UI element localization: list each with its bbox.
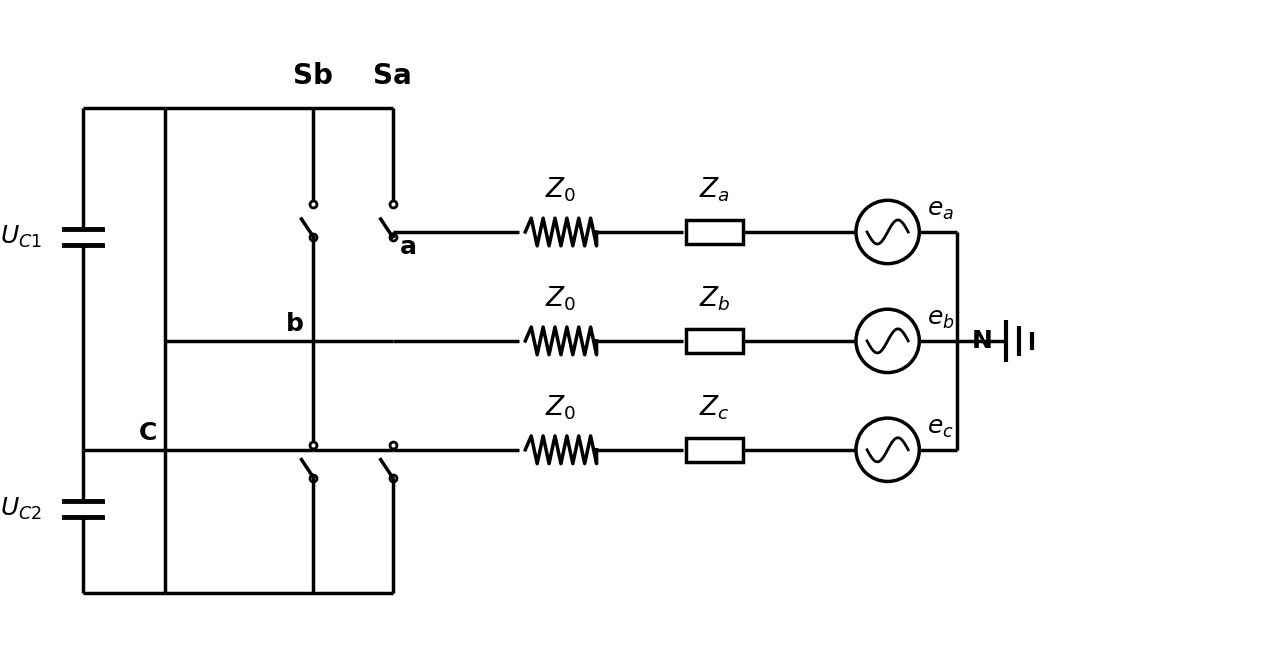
Text: a: a [399,235,417,259]
Text: $e_a$: $e_a$ [927,198,954,222]
Text: $Z_a$: $Z_a$ [699,176,730,204]
Text: Sb: Sb [293,62,333,91]
Bar [686,438,743,461]
Text: Sa: Sa [373,62,412,91]
Text: b: b [286,312,304,336]
Text: $Z_0$: $Z_0$ [546,393,577,422]
Bar [686,329,743,353]
Text: C: C [139,421,157,445]
Text: $U_{C2}$: $U_{C2}$ [0,496,42,522]
Text: $U_{C1}$: $U_{C1}$ [0,224,42,250]
Text: $e_c$: $e_c$ [927,416,954,440]
Text: $Z_b$: $Z_b$ [699,285,730,313]
Text: N: N [972,329,992,353]
Bar [686,220,743,244]
Text: $Z_0$: $Z_0$ [546,176,577,204]
Text: $Z_0$: $Z_0$ [546,285,577,313]
Text: $Z_c$: $Z_c$ [699,393,730,422]
Text: $e_b$: $e_b$ [927,307,955,331]
